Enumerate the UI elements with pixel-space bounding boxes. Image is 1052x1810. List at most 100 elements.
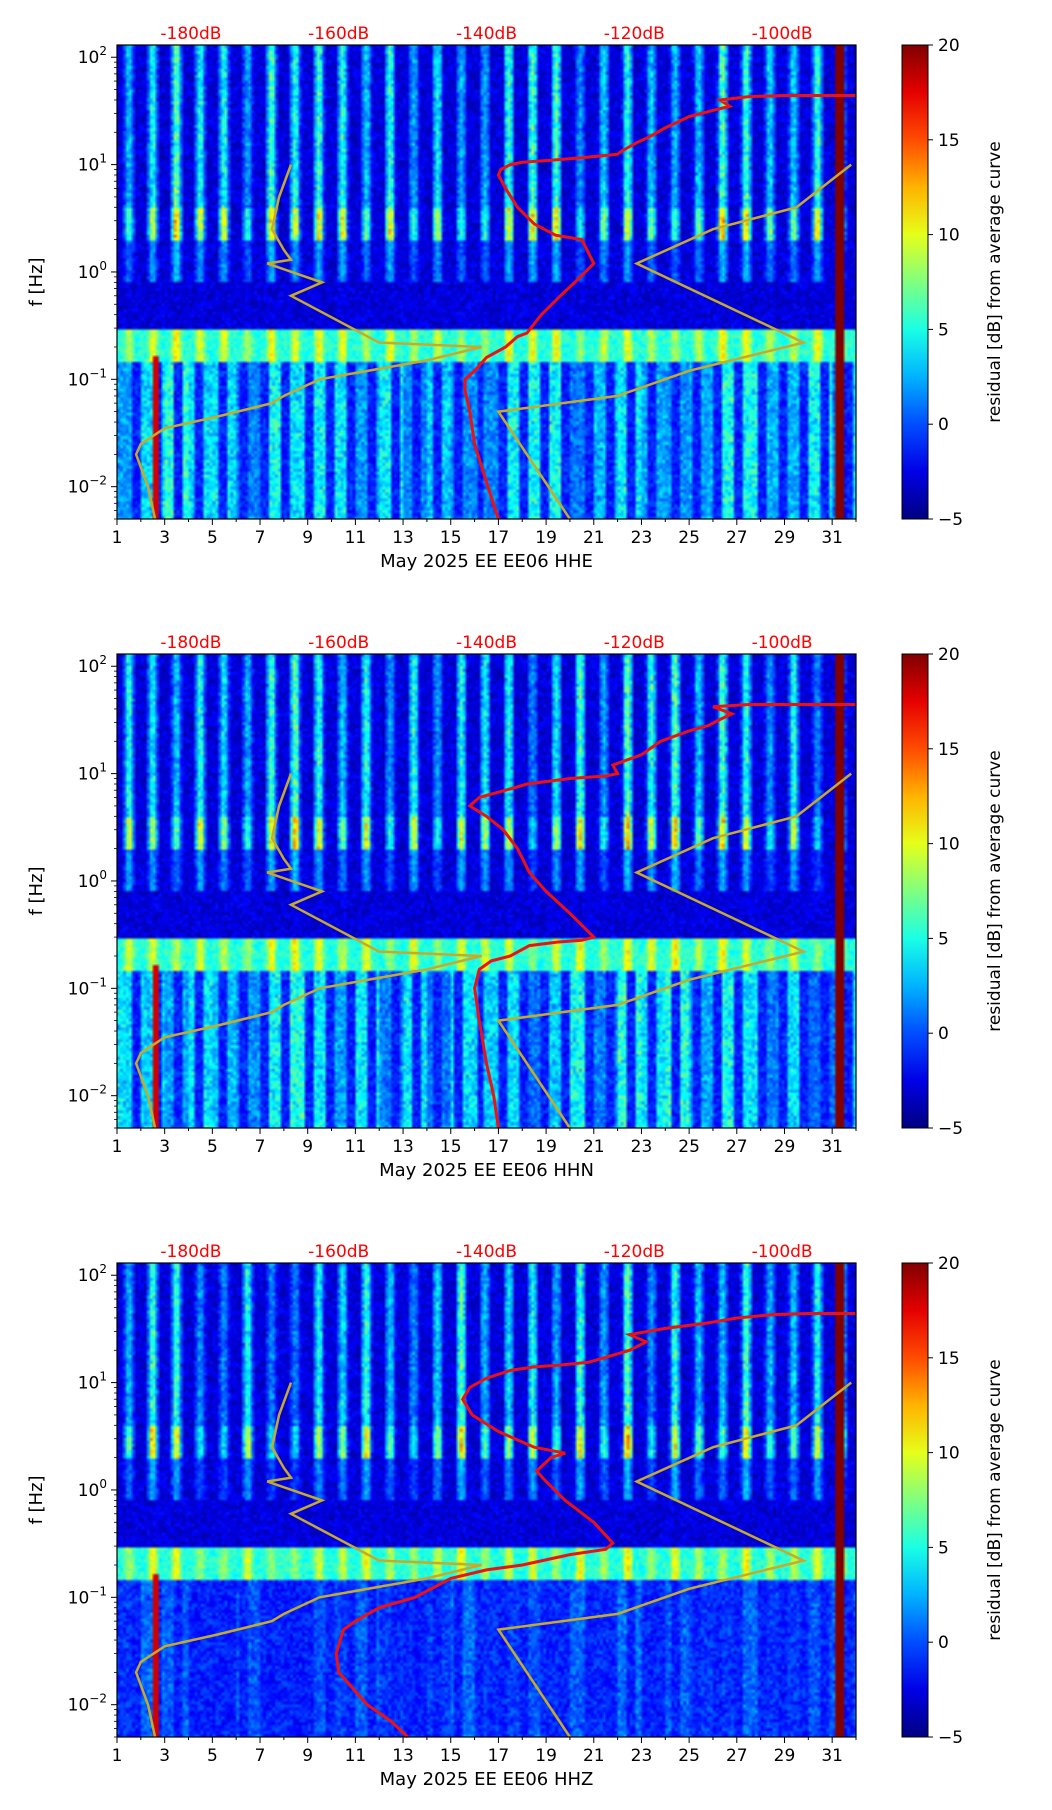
y-tick-base: 10 [68,478,90,498]
y-tick-base: 10 [78,1266,100,1286]
median-psd-line [463,94,856,520]
y-tick-label: 10−1 [68,975,107,999]
x-tick-label: 9 [302,1137,313,1157]
x-tick-label: 15 [440,528,462,548]
x-tick-label: 17 [488,528,510,548]
colorbar-tick-label: 20 [938,36,960,56]
db-scale-label: -180dB [160,633,221,653]
y-tick-label: 10−2 [68,474,107,498]
y-tick-exponent: −2 [89,1692,107,1706]
x-tick-label: 1 [112,528,123,548]
x-tick-label: 3 [159,528,170,548]
heatmap-image [117,654,856,1128]
y-tick-label: 100 [78,1477,107,1501]
y-tick-label: 10−2 [68,1083,107,1107]
x-tick-label: 25 [678,528,700,548]
x-tick-label: 7 [255,528,266,548]
x-tick-label: 25 [678,1137,700,1157]
db-scale-label: -180dB [160,24,221,44]
x-tick-label: 27 [726,1746,748,1766]
colorbar-tick-label: 15 [938,740,960,760]
x-tick-label: 11 [345,528,367,548]
x-tick-label: 15 [440,1746,462,1766]
y-tick-label: 102 [78,44,107,68]
y-tick-base: 10 [68,979,90,999]
x-tick-label: 7 [255,1137,266,1157]
x-tick-label: 15 [440,1137,462,1157]
y-tick-base: 10 [68,1696,90,1716]
x-tick-label: 27 [726,1137,748,1157]
db-scale-label: -100dB [752,633,813,653]
colorbar-tick-label: 5 [938,1538,949,1558]
x-tick-label: 11 [345,1137,367,1157]
y-axis-label: f [Hz] [26,1475,47,1524]
x-tick-label: 13 [392,1746,414,1766]
y-tick-label: 102 [78,1262,107,1286]
y-tick-exponent: 0 [99,1477,107,1491]
colorbar-tick-label: 0 [938,1633,949,1653]
x-tick-label: 1 [112,1746,123,1766]
y-tick-base: 10 [68,370,90,390]
y-tick-exponent: 1 [99,761,107,775]
x-tick-label: 29 [774,1746,796,1766]
db-scale-label: -160dB [308,1242,369,1262]
high-noise-model-line [496,1381,852,1738]
colorbar-tick-label: 0 [938,415,949,435]
low-noise-model-line [134,164,482,520]
y-tick-base: 10 [68,1087,90,1107]
y-tick-label: 101 [78,761,107,785]
y-tick-base: 10 [78,1374,100,1394]
x-tick-label: 17 [488,1137,510,1157]
x-tick-label: 19 [535,1137,557,1157]
colorbar-tick-label: 5 [938,320,949,340]
y-tick-exponent: −1 [89,1584,107,1598]
colorbar-tick-label: 10 [938,226,960,246]
colorbar-tick-label: −5 [938,510,963,530]
colorbar-label: residual [dB] from average curve [985,141,1005,422]
x-tick-label: 9 [302,528,313,548]
db-scale-label: -140dB [456,633,517,653]
panel-1: 1 3 5 7 9 11 13 15 17 19 21 23 25 27 29 3110210110010−1… [26,24,1005,572]
y-tick-label: 10−1 [68,1584,107,1608]
db-scale-label: -120dB [604,24,665,44]
panel-2: 1 3 5 7 9 11 13 15 17 19 21 23 25 27 29 3110210110010−1… [26,633,1005,1181]
colorbar-tick-label: −5 [938,1728,963,1748]
x-tick-label: 5 [207,1746,218,1766]
x-tick-label: 1 [112,1137,123,1157]
colorbar-tick-label: 10 [938,1444,960,1464]
db-scale-label: -100dB [752,24,813,44]
db-scale-label: -120dB [604,633,665,653]
x-tick-label: 13 [392,528,414,548]
y-axis-label: f [Hz] [26,257,47,306]
x-axis-label: May 2025 EE EE06 HHZ [380,1769,594,1790]
x-tick-label: 23 [631,1137,653,1157]
y-tick-exponent: 2 [99,653,107,667]
colorbar-tick-label: 0 [938,1024,949,1044]
colorbar-tick-label: −5 [938,1119,963,1139]
x-tick-label: 27 [726,528,748,548]
x-tick-label: 21 [583,1746,605,1766]
x-tick-label: 23 [631,528,653,548]
x-tick-label: 31 [821,528,843,548]
x-tick-label: 5 [207,1137,218,1157]
heatmap-image [117,1263,856,1737]
panel-3: 1 3 5 7 9 11 13 15 17 19 21 23 25 27 29 3110210110010−1… [26,1242,1005,1790]
y-tick-base: 10 [78,765,100,785]
x-axis-label: May 2025 EE EE06 HHE [380,551,593,572]
x-tick-label: 31 [821,1137,843,1157]
y-tick-label: 102 [78,653,107,677]
y-tick-base: 10 [78,657,100,677]
heatmap-image [117,45,856,519]
y-tick-base: 10 [68,1588,90,1608]
y-tick-base: 10 [78,263,100,283]
colorbar-tick-label: 20 [938,1254,960,1274]
y-tick-exponent: 2 [99,44,107,58]
colorbar-tick-label: 15 [938,131,960,151]
db-scale-label: -160dB [308,24,369,44]
x-tick-label: 19 [535,528,557,548]
db-scale-label: -140dB [456,24,517,44]
x-tick-label: 9 [302,1746,313,1766]
median-psd-line [467,703,856,1129]
